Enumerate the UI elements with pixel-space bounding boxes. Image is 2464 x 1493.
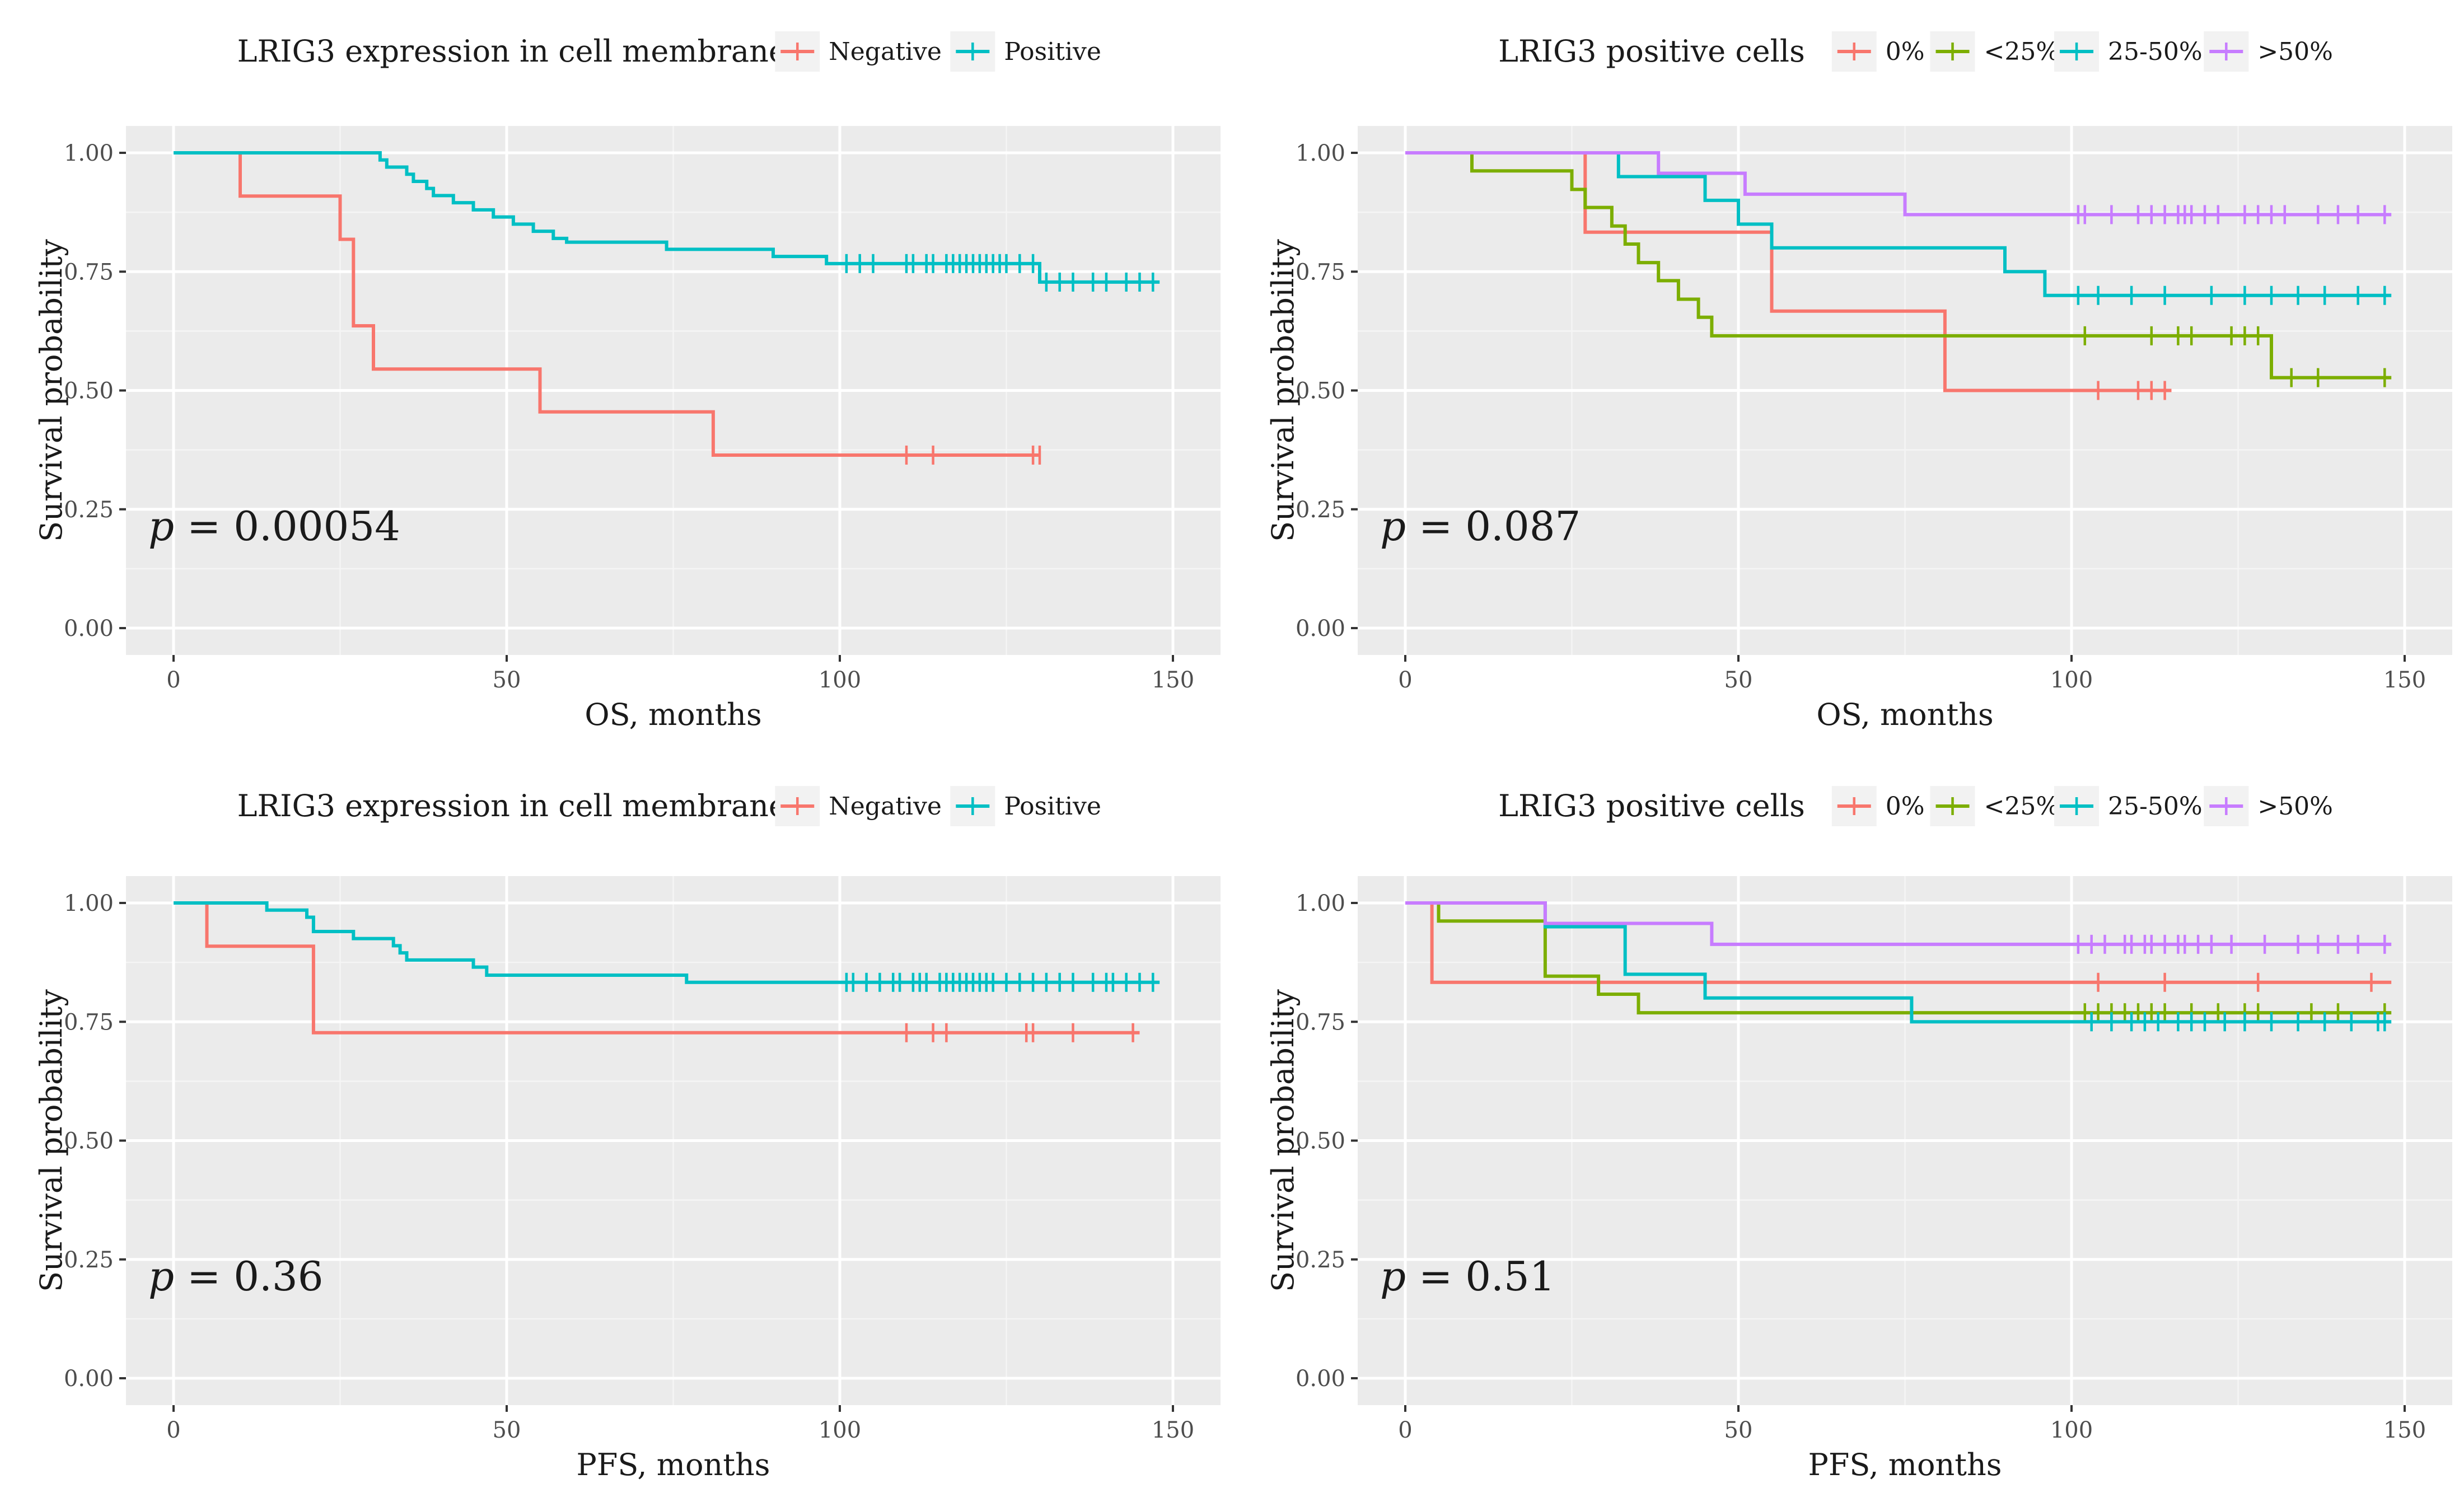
x-tick-label: 150 [1152,667,1194,693]
legend-label: Positive [1004,38,1101,66]
y-tick-label: 0.00 [64,1366,114,1392]
y-tick-label: 0.75 [64,1009,114,1035]
legend: LRIG3 expression in cell membrane Negativ… [237,786,1101,826]
x-tick-label: 150 [2383,667,2426,693]
p-value-symbol: p [1380,503,1406,550]
km-curve [174,151,1160,284]
km-panel-2: 0 50 100 150 0.00 0.25 0.50 0.75 1.00 OS, months S… [1265,31,2452,732]
legend-label: 25-50% [2108,792,2203,821]
legend-label: Positive [1004,792,1101,821]
x-axis-title: OS, months [1816,697,1993,732]
km-curve [1405,151,2392,380]
legend-label: 25-50% [2108,38,2203,66]
legend-title: LRIG3 expression in cell membrane [237,34,787,69]
x-axis-title: PFS, months [577,1447,770,1482]
legend-label: <25% [1984,792,2060,821]
km-panel-1: 0 50 100 150 0.00 0.25 0.50 0.75 1.00 OS, months S… [34,31,1221,732]
legend: LRIG3 positive cells 0% <25% 25-50% >50% [1498,786,2333,826]
p-value: p = 0.087 [1380,503,1581,550]
km-panel-3: 0 50 100 150 0.00 0.25 0.50 0.75 1.00 PFS, months… [34,786,1221,1482]
y-tick-label: 0.25 [64,1247,114,1273]
y-tick-label: 0.50 [64,1129,114,1154]
p-value-symbol: p [148,503,174,550]
p-value-text: = 0.51 [1406,1253,1555,1300]
p-value-symbol: p [148,1253,174,1300]
y-axis-title: Survival probability [1265,239,1301,542]
series-0% [1405,151,2172,400]
legend-label: >50% [2257,38,2333,66]
x-tick-label: 100 [819,667,861,693]
legend-title: LRIG3 positive cells [1498,34,1805,69]
km-curve [1405,151,2172,392]
y-axis-title: Survival probability [1265,989,1301,1292]
x-tick-label: 50 [493,667,521,693]
x-tick-label: 100 [819,1417,861,1443]
series-Positive [174,151,1160,292]
p-value: p = 0.36 [148,1253,324,1300]
y-tick-label: 1.00 [1296,891,1345,916]
legend-label: Negative [829,792,942,821]
y-tick-label: 1.00 [64,891,114,916]
y-tick-label: 0.00 [64,616,114,642]
x-tick-label: 50 [493,1417,521,1443]
km-curve [1405,901,2392,1015]
series->50% [1405,901,2392,954]
y-tick-label: 0.25 [1296,497,1345,523]
y-axis-title: Survival probability [34,239,69,542]
x-tick-label: 100 [2050,667,2093,693]
km-panel-4: 0 50 100 150 0.00 0.25 0.50 0.75 1.00 PFS, months… [1265,786,2452,1482]
legend-label: 0% [1886,792,1925,821]
x-axis-title: PFS, months [1808,1447,2002,1482]
km-curve [174,901,1160,984]
p-value-text: = 0.00054 [174,503,400,550]
series-<25% [1405,151,2392,387]
y-tick-label: 0.50 [64,378,114,404]
p-value: p = 0.00054 [148,503,400,550]
x-axis-title: OS, months [585,697,761,732]
y-tick-label: 0.50 [1296,378,1345,404]
legend: LRIG3 positive cells 0% <25% 25-50% >50% [1498,31,2333,72]
legend-title: LRIG3 positive cells [1498,788,1805,823]
series-Positive [174,901,1160,992]
x-tick-label: 0 [1398,1417,1412,1443]
y-tick-label: 0.50 [1296,1129,1345,1154]
km-curve [1405,151,2392,297]
x-tick-label: 50 [1724,667,1753,693]
legend: LRIG3 expression in cell membrane Negativ… [237,31,1101,72]
y-axis-title: Survival probability [34,989,69,1292]
y-tick-label: 1.00 [1296,141,1345,166]
legend-label: Negative [829,38,942,66]
p-value-symbol: p [1380,1253,1406,1300]
x-tick-label: 0 [1398,667,1412,693]
y-tick-label: 0.00 [1296,1366,1345,1392]
series-25-50% [1405,151,2392,305]
p-value-text: = 0.36 [174,1253,323,1300]
y-tick-label: 0.25 [1296,1247,1345,1273]
x-tick-label: 150 [2383,1417,2426,1443]
series-Negative [174,151,1041,465]
x-tick-label: 50 [1724,1417,1753,1443]
y-tick-label: 0.75 [64,259,114,285]
y-tick-label: 1.00 [64,141,114,166]
series->50% [1405,151,2392,224]
y-tick-label: 0.75 [1296,1009,1345,1035]
p-value: p = 0.51 [1380,1253,1555,1300]
legend-label: >50% [2257,792,2333,821]
y-tick-label: 0.75 [1296,259,1345,285]
km-curve [1405,901,2392,946]
x-tick-label: 100 [2050,1417,2093,1443]
y-tick-label: 0.00 [1296,616,1345,642]
legend-label: 0% [1886,38,1925,66]
legend-label: <25% [1984,38,2060,66]
km-curve [1405,151,2392,217]
x-tick-label: 0 [166,667,180,693]
km-curve [174,151,1040,457]
x-tick-label: 0 [166,1417,180,1443]
legend-title: LRIG3 expression in cell membrane [237,788,787,823]
y-tick-label: 0.25 [64,497,114,523]
p-value-text: = 0.087 [1406,503,1581,550]
x-tick-label: 150 [1152,1417,1194,1443]
